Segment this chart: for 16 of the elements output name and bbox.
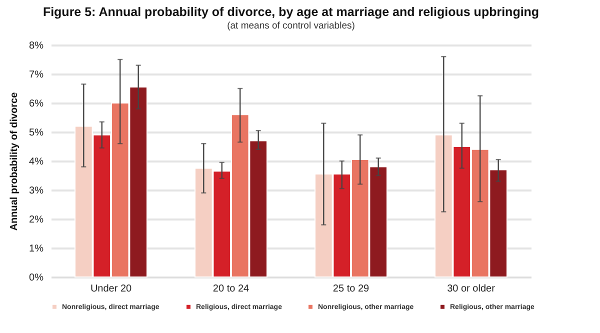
x-tick-label: Under 20 <box>90 284 132 294</box>
y-axis-title: Annual probability of divorce <box>9 92 20 231</box>
y-tick-label: 1% <box>29 244 44 254</box>
chart-title: Figure 5: Annual probability of divorce, by age at marriage and religious upbringing <box>42 5 540 19</box>
y-tick-label: 8% <box>29 40 44 52</box>
y-tick-label: 2% <box>29 214 44 226</box>
chart-subtitle: (at means of control variables) <box>227 20 355 32</box>
y-tick-label: 6% <box>29 98 44 110</box>
x-tick-label: 20 to 24 <box>212 284 250 294</box>
x-tick-label: 25 to 29 <box>332 284 370 294</box>
x-tick-label: 30 or older <box>447 284 496 294</box>
y-tick-label: 7% <box>29 70 44 80</box>
y-tick-label: 5% <box>29 128 44 138</box>
y-tick-label: 0% <box>29 272 44 284</box>
y-tick-label: 4% <box>29 156 44 168</box>
y-tick-label: 3% <box>29 186 44 196</box>
